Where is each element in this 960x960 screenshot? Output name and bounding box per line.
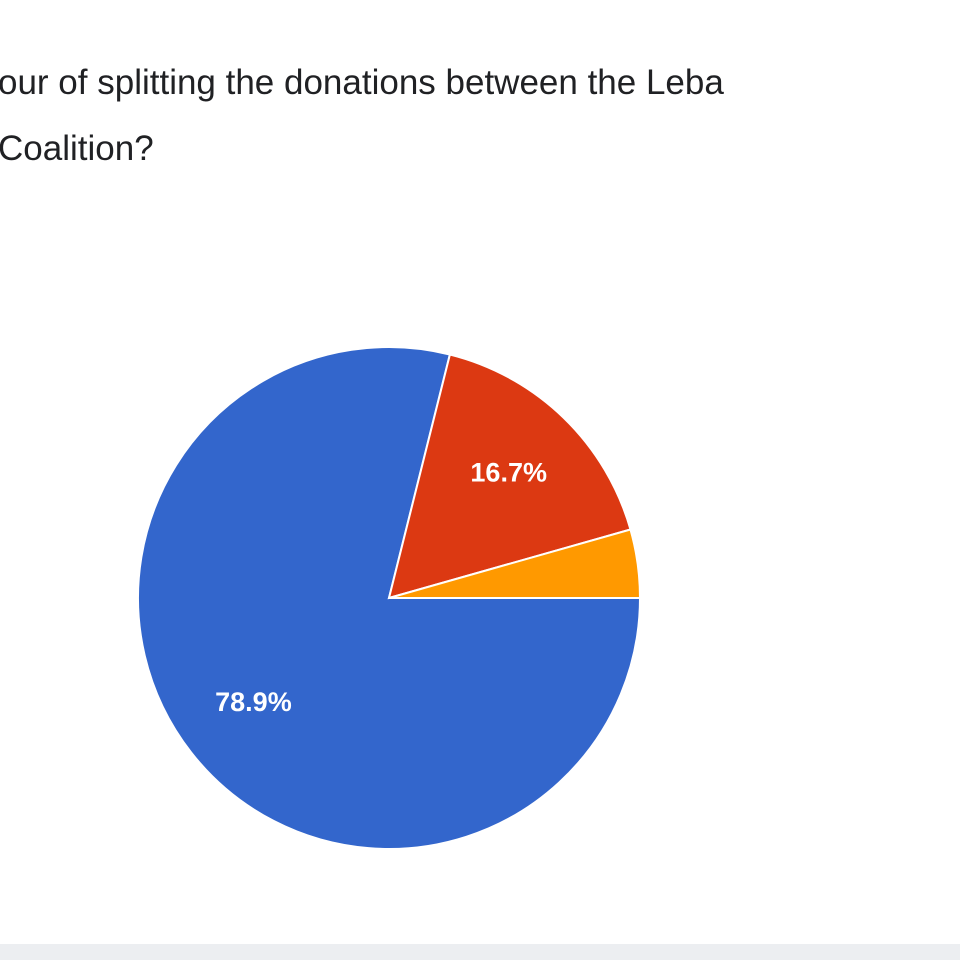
slice-label: 78.9% bbox=[215, 687, 292, 717]
title-line: Coalition? bbox=[0, 129, 154, 168]
bottom-divider bbox=[0, 944, 960, 960]
title-line: our of splitting the donations between t… bbox=[0, 63, 724, 102]
pie-slice bbox=[388, 528, 642, 599]
pie: 78.9% 16.7% bbox=[137, 346, 642, 850]
slice-label: 16.7% bbox=[470, 458, 547, 488]
question-title: our of splitting the donations between t… bbox=[0, 63, 724, 168]
pie-slice bbox=[387, 353, 632, 600]
